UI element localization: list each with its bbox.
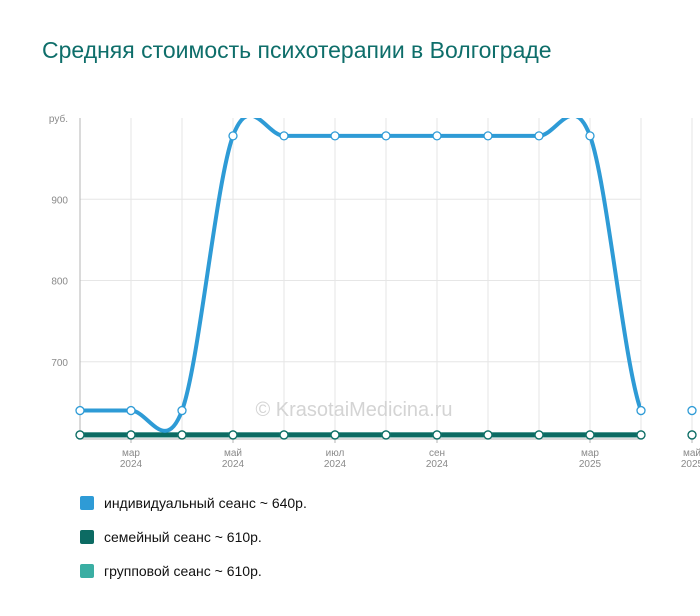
data-point bbox=[279, 430, 289, 440]
data-point bbox=[126, 405, 136, 416]
x-tick-year: 2024 bbox=[120, 459, 143, 470]
watermark: © KrasotaiMedicina.ru bbox=[255, 399, 452, 421]
legend-swatch-group bbox=[80, 564, 94, 578]
x-tick-month: мар bbox=[581, 448, 599, 459]
x-tick-year: 2025 bbox=[681, 459, 700, 470]
x-tick-month: май bbox=[224, 448, 242, 459]
data-point bbox=[534, 131, 544, 141]
x-tick-year: 2025 bbox=[579, 459, 602, 470]
legend-swatch-family bbox=[80, 530, 94, 544]
data-point bbox=[687, 405, 697, 416]
data-point bbox=[126, 430, 136, 440]
data-point bbox=[636, 405, 646, 416]
legend: индивидуальный сеанс ~ 640р. семейный се… bbox=[80, 486, 307, 588]
data-point bbox=[432, 430, 442, 440]
series-points bbox=[75, 131, 697, 440]
data-point bbox=[432, 131, 442, 141]
x-tick-year: 2024 bbox=[426, 459, 449, 470]
y-unit-label: руб. bbox=[49, 113, 68, 125]
x-tick-year: 2024 bbox=[324, 459, 347, 470]
data-point bbox=[483, 131, 493, 141]
data-point bbox=[381, 430, 391, 440]
data-point bbox=[279, 131, 289, 141]
x-tick-month: сен bbox=[429, 448, 445, 459]
legend-label: семейный сеанс ~ 610р. bbox=[104, 529, 262, 545]
data-point bbox=[177, 405, 187, 416]
legend-swatch-individual bbox=[80, 496, 94, 510]
x-tick-month: май bbox=[683, 448, 700, 459]
data-point bbox=[330, 430, 340, 440]
data-point bbox=[687, 430, 697, 440]
legend-item[interactable]: групповой сеанс ~ 610р. bbox=[80, 554, 307, 588]
legend-label: групповой сеанс ~ 610р. bbox=[104, 563, 262, 579]
chart-axes: 700800900руб.мар2024май2024июл2024сен202… bbox=[49, 113, 700, 470]
data-point bbox=[228, 131, 238, 141]
data-point bbox=[75, 430, 85, 440]
data-point bbox=[585, 430, 595, 440]
y-tick-label: 900 bbox=[51, 195, 68, 206]
y-tick-label: 700 bbox=[51, 358, 68, 369]
data-point bbox=[228, 430, 238, 440]
x-tick-month: июл bbox=[326, 448, 345, 459]
data-point bbox=[483, 430, 493, 440]
data-point bbox=[177, 430, 187, 440]
data-point bbox=[75, 405, 85, 416]
data-point bbox=[330, 131, 340, 141]
y-tick-label: 800 bbox=[51, 277, 68, 288]
x-tick-month: мар bbox=[122, 448, 140, 459]
data-point bbox=[636, 430, 646, 440]
legend-item[interactable]: семейный сеанс ~ 610р. bbox=[80, 520, 307, 554]
legend-item[interactable]: индивидуальный сеанс ~ 640р. bbox=[80, 486, 307, 520]
legend-label: индивидуальный сеанс ~ 640р. bbox=[104, 495, 307, 511]
chart-grid bbox=[79, 118, 693, 439]
x-tick-year: 2024 bbox=[222, 459, 245, 470]
data-point bbox=[585, 131, 595, 141]
data-point bbox=[534, 430, 544, 440]
data-point bbox=[381, 131, 391, 141]
chart-title: Средняя стоимость психотерапии в Волгогр… bbox=[42, 37, 552, 63]
